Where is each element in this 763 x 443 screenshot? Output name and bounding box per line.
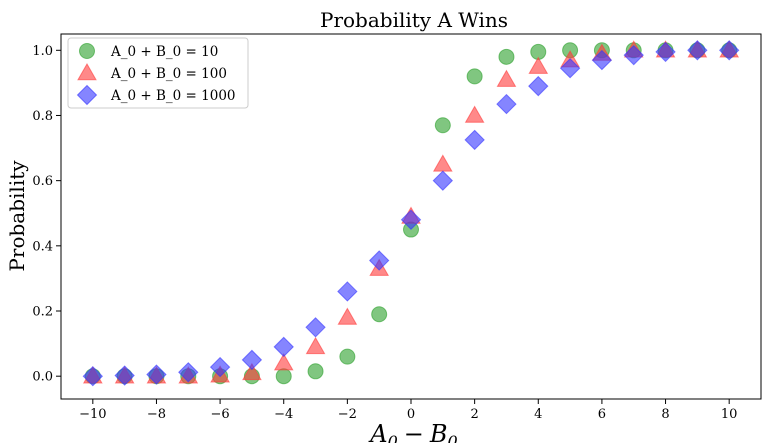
legend-item-1: A_0 + B_0 = 10 xyxy=(79,43,218,60)
x-tick-label: −6 xyxy=(211,407,230,422)
data-point xyxy=(337,307,358,325)
data-point xyxy=(305,336,326,355)
data-point xyxy=(718,40,740,61)
legend: A_0 + B_0 = 10 A_0 + B_0 = 100 A_0 + B_0 =… xyxy=(67,37,249,109)
data-point xyxy=(273,336,294,358)
series-3 xyxy=(82,40,740,387)
y-axis-ticks: 0.0 0.2 0.4 0.6 0.8 1.0 xyxy=(32,44,61,385)
data-point xyxy=(434,117,451,134)
y-tick-label: 0.0 xyxy=(32,370,53,385)
x-tick-label: 0 xyxy=(407,407,415,422)
x-tick-label: −10 xyxy=(79,407,106,422)
legend-label: A_0 + B_0 = 1000 xyxy=(110,88,236,104)
data-point xyxy=(305,317,326,338)
data-point xyxy=(400,209,422,230)
data-point xyxy=(528,75,549,97)
x-axis-label: A0− B0 xyxy=(368,420,457,443)
y-tick-label: 1.0 xyxy=(32,44,53,59)
data-point xyxy=(432,154,453,172)
data-marks xyxy=(82,40,740,387)
x-label-sub-b: 0 xyxy=(448,432,458,443)
data-point xyxy=(432,170,454,191)
x-tick-label: −4 xyxy=(274,407,293,422)
x-label-minus: − xyxy=(404,420,424,443)
data-point xyxy=(339,348,356,365)
x-axis-ticks: −10 −8 −6 −4 −2 0 2 4 6 8 10 xyxy=(79,399,737,422)
data-point xyxy=(114,365,135,386)
y-tick-label: 0.8 xyxy=(32,109,53,124)
legend-label: A_0 + B_0 = 10 xyxy=(110,44,218,60)
data-point xyxy=(464,129,485,151)
x-tick-label: −8 xyxy=(147,407,166,422)
legend-marker xyxy=(77,62,97,81)
data-point xyxy=(687,40,708,61)
data-point xyxy=(337,281,358,302)
x-label-var-b: B xyxy=(429,420,448,443)
y-tick-label: 0.2 xyxy=(32,305,53,320)
data-point xyxy=(146,364,167,385)
x-label-sub-a: 0 xyxy=(388,432,398,443)
legend-items: A_0 + B_0 = 10 A_0 + B_0 = 100 A_0 + B_0 =… xyxy=(76,43,236,106)
legend-item-3: A_0 + B_0 = 1000 xyxy=(76,84,236,106)
data-point xyxy=(498,48,515,65)
x-tick-label: 2 xyxy=(470,407,478,422)
data-point xyxy=(496,93,517,115)
data-point xyxy=(242,362,262,381)
chart-title: Probability A Wins xyxy=(320,8,508,32)
x-tick-label: 4 xyxy=(534,407,542,422)
data-point xyxy=(82,365,104,387)
data-point xyxy=(368,250,390,271)
data-point xyxy=(466,68,483,85)
data-point xyxy=(307,363,324,380)
data-point xyxy=(559,58,581,79)
data-point xyxy=(273,353,294,371)
data-point xyxy=(623,44,644,66)
data-point xyxy=(655,41,676,63)
legend-marker xyxy=(79,43,95,59)
legend-frame xyxy=(67,37,249,109)
data-point xyxy=(241,349,263,371)
data-point xyxy=(464,105,485,123)
x-tick-label: 6 xyxy=(598,407,606,422)
legend-label: A_0 + B_0 = 100 xyxy=(110,66,227,82)
y-tick-label: 0.6 xyxy=(32,174,53,189)
x-tick-label: −2 xyxy=(338,407,357,422)
y-axis-label: Probability xyxy=(5,160,29,272)
data-point xyxy=(209,356,231,378)
data-point xyxy=(496,69,517,87)
x-label-var-a: A xyxy=(368,420,387,443)
data-point xyxy=(528,56,549,74)
data-point xyxy=(371,306,388,323)
plot-area: −10 −8 −6 −4 −2 0 2 4 6 8 10 0.0 0.2 0.4 0.6 0.8 1.0 xyxy=(32,33,762,422)
y-tick-label: 0.4 xyxy=(32,239,53,254)
x-tick-label: 8 xyxy=(661,407,669,422)
legend-item-2: A_0 + B_0 = 100 xyxy=(77,62,227,82)
x-tick-label: 10 xyxy=(721,407,738,422)
data-point xyxy=(178,362,199,383)
data-point xyxy=(591,49,613,71)
data-point xyxy=(275,368,292,385)
legend-marker xyxy=(76,84,98,106)
